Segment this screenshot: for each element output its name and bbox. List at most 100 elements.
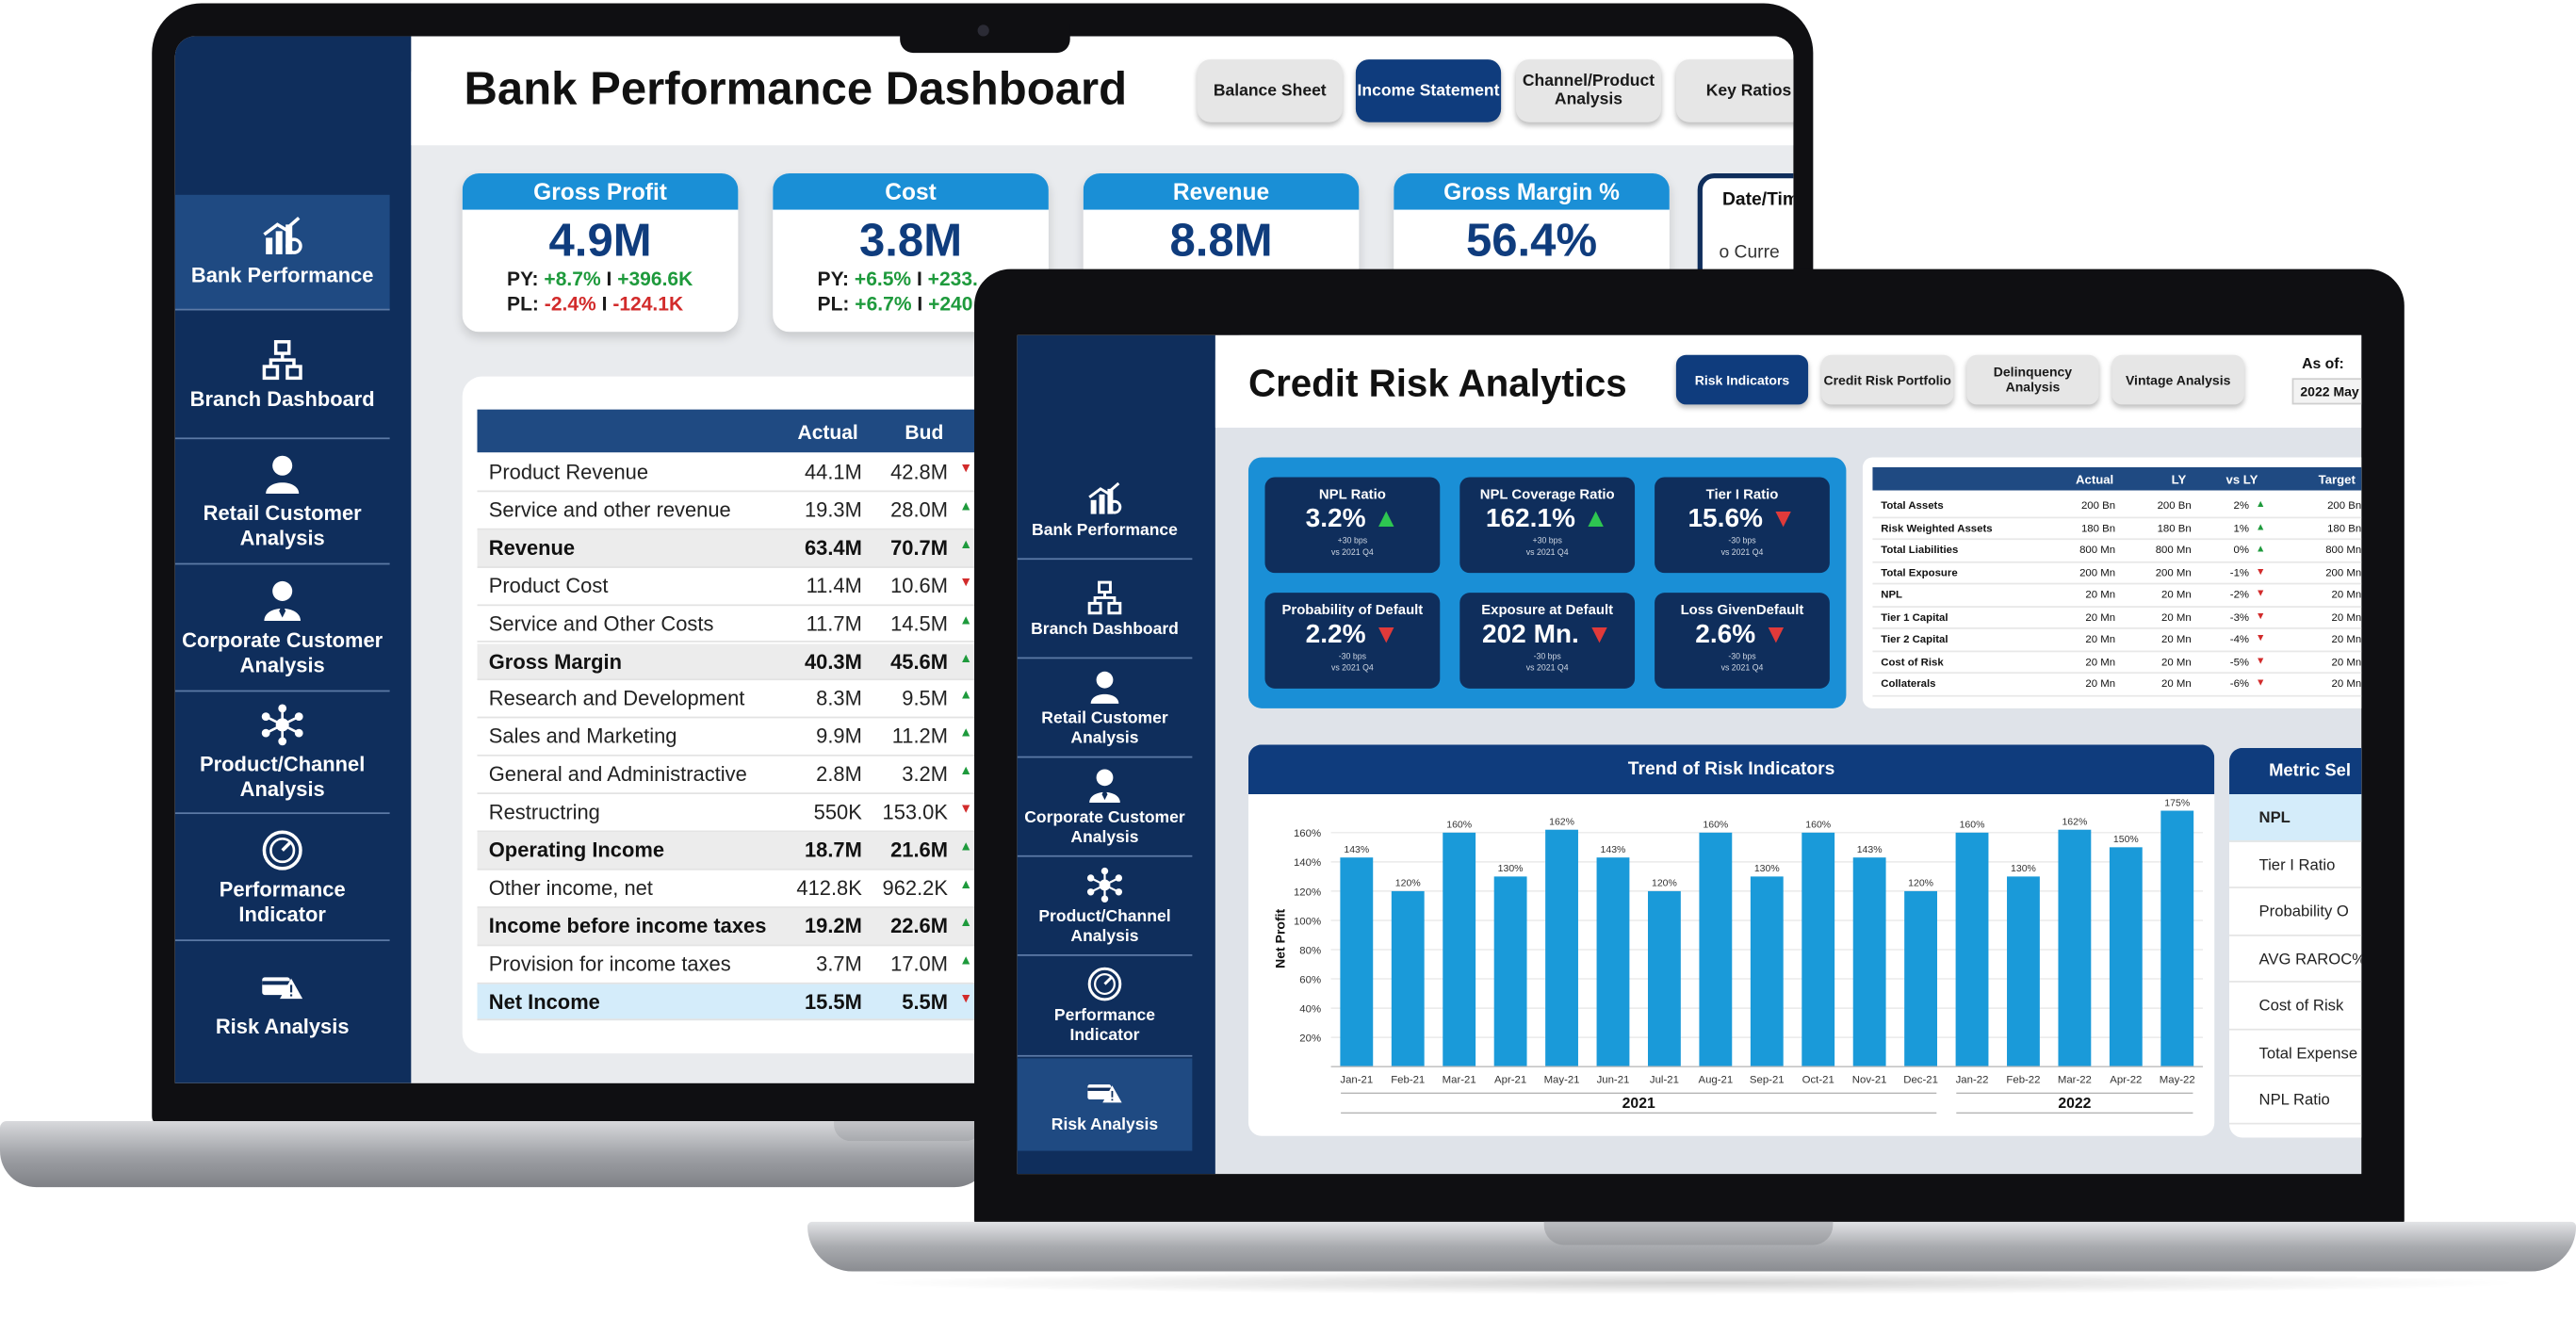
sidebar-item-product-channel[interactable]: Product/Channel Analysis [1017, 858, 1193, 956]
arrow-up-icon: ▲ [959, 536, 973, 552]
metric-option[interactable]: Tier I Ratio [2229, 841, 2362, 888]
retail-customer-icon [1090, 670, 1119, 704]
kpi-sub-1: -30 bps [1728, 536, 1756, 547]
data-label: 143% [1344, 844, 1369, 855]
as-of-label: As of: [2302, 354, 2344, 372]
row-budget: 14.5M [890, 611, 948, 636]
sidebar-item-branch-dashboard[interactable]: Branch Dashboard [174, 314, 390, 440]
sidebar-item-product-channel[interactable]: Product/Channel Analysis [174, 693, 390, 815]
row-actual: 3.7M [816, 952, 862, 976]
kpi-value: 15.6% ▼ [1687, 505, 1797, 534]
sidebar-item-risk-analysis[interactable]: Risk Analysis [1017, 1058, 1193, 1151]
metric-option[interactable]: Total Expense [2229, 1030, 2362, 1077]
tab-channel-product[interactable]: Channel/Product Analysis [1515, 59, 1662, 122]
bar [1647, 890, 1681, 1067]
bar [1852, 857, 1886, 1067]
row-actual: 40.3M [804, 649, 862, 674]
tab-key-ratios[interactable]: Key Ratios [1675, 59, 1794, 122]
kpi-value: 4.9M [548, 214, 652, 267]
arrow-up-icon: ▲ [959, 498, 973, 513]
row-label: Operating Income [488, 838, 665, 862]
kpi-value: 56.4% [1465, 214, 1598, 267]
metric-option[interactable]: Cost of Risk [2229, 983, 2362, 1030]
tab-credit-risk-portfolio[interactable]: Credit Risk Portfolio [1821, 354, 1954, 405]
sidebar-item-performance-indicator[interactable]: Performance Indicator [1017, 958, 1193, 1057]
risk-kpi-card: Tier I Ratio 15.6% ▼ -30 bps vs 2021 Q4 [1655, 477, 1830, 574]
data-label: 160% [1805, 820, 1831, 831]
sidebar-item-retail-customer[interactable]: Retail Customer Analysis [1017, 660, 1193, 758]
data-label: 162% [1549, 816, 1574, 827]
arrow-down-icon: ▼ [2256, 633, 2266, 644]
arrow-down-icon: ▼ [2256, 656, 2266, 667]
tab-delinquency-analysis[interactable]: Delinquency Analysis [1966, 354, 2099, 405]
y-tick-label: 80% [1299, 945, 1321, 956]
x-tick-label: May-22 [2160, 1075, 2195, 1086]
column-header-budget: Bud [905, 420, 944, 445]
risk-trend-chart-card: Trend of Risk Indicators 20% 40% 60% 80% 100… [1247, 744, 2215, 1136]
table-row: Research and Development 8.3M 9.5M ▲ [477, 681, 1634, 719]
row-actual: 9.9M [816, 724, 862, 749]
tab-risk-indicators[interactable]: Risk Indicators [1675, 354, 1809, 405]
metric-selector-list: NPL Tier I Ratio Probability O AVG RAROC% Co… [2229, 794, 2362, 1124]
row-actual: 180 Bn [2080, 522, 2116, 534]
row-label: Net Income [488, 989, 600, 1014]
kpi-sub-2: vs 2021 Q4 [1720, 547, 1764, 559]
column-header-actual: Actual [797, 420, 858, 445]
row-ly: 20 Mn [2161, 633, 2192, 646]
retail-customer-icon [266, 455, 300, 495]
row-label: Revenue [488, 536, 576, 560]
arrow-down-icon: ▼ [2256, 589, 2266, 600]
arrow-up-icon: ▲ [959, 838, 973, 854]
row-budget: 962.2K [882, 876, 948, 900]
row-label: Service and Other Costs [488, 611, 714, 636]
x-tick-label: Aug-21 [1699, 1075, 1734, 1086]
x-tick-label: Jul-21 [1650, 1075, 1679, 1086]
sidebar-item-corporate-customer[interactable]: Corporate Customer Analysis [1017, 759, 1193, 857]
table-row: Cost of Risk 20 Mn 20 Mn -5% ▼ 20 Mn [1872, 651, 2362, 675]
metric-option[interactable]: NPL Ratio [2229, 1077, 2362, 1124]
row-budget: 21.6M [890, 838, 948, 862]
triangle-down-icon: ▼ [1762, 505, 1797, 534]
kpi-value: 8.8M [1169, 214, 1273, 267]
tab-vintage-analysis[interactable]: Vintage Analysis [2111, 354, 2244, 405]
sidebar-item-risk-analysis[interactable]: Risk Analysis [175, 944, 390, 1060]
row-label: Income before income taxes [488, 914, 767, 938]
branch-icon [262, 340, 302, 381]
sidebar-item-corporate-customer[interactable]: Corporate Customer Analysis [174, 566, 390, 692]
row-ly: 20 Mn [2161, 589, 2192, 601]
sidebar-item-bank-performance[interactable]: Bank Performance [1017, 464, 1193, 561]
sidebar-item-bank-performance[interactable]: Bank Performance [174, 194, 390, 311]
row-label: Total Assets [1881, 500, 1944, 513]
sidebar-item-branch-dashboard[interactable]: Branch Dashboard [1017, 561, 1193, 659]
kpi-pl-line: PL: +6.7% I +240 [817, 292, 973, 316]
sidebar-label: Branch Dashboard [189, 387, 375, 412]
row-actual: 20 Mn [2085, 611, 2116, 624]
x-tick-label: Mar-21 [1443, 1075, 1476, 1086]
sidebar-item-performance-indicator[interactable]: Performance Indicator [174, 816, 390, 941]
y-tick-label: 60% [1299, 974, 1321, 985]
sidebar-label: Product/Channel Analysis [200, 753, 366, 802]
metric-option[interactable]: Probability O [2229, 888, 2362, 936]
sidebar-label: Corporate Customer Analysis [1024, 807, 1185, 847]
sidebar-item-retail-customer[interactable]: Retail Customer Analysis [174, 441, 390, 565]
data-label: 175% [2164, 797, 2190, 808]
kpi-card-cost: Cost 3.8M PY: +6.5% I +233. PL: +6.7% I … [773, 173, 1049, 333]
row-actual: 412.8K [796, 876, 862, 900]
arrow-up-icon: ▲ [959, 687, 973, 703]
kpi-label: Gross Margin % [1394, 173, 1670, 210]
row-label: Risk Weighted Assets [1881, 522, 1993, 534]
tab-income-statement[interactable]: Income Statement [1355, 59, 1502, 122]
as-of-date-select[interactable]: 2022 May [2291, 378, 2362, 405]
sidebar-label: Risk Analysis [1051, 1115, 1159, 1134]
header-front: Credit Risk Analytics Risk Indicators Cr… [1215, 334, 2362, 428]
tab-balance-sheet[interactable]: Balance Sheet [1197, 59, 1343, 122]
metric-option[interactable]: NPL [2229, 794, 2362, 841]
data-label: 120% [1908, 878, 1933, 889]
metric-option[interactable]: AVG RAROC% [2229, 936, 2362, 983]
row-label: Gross Margin [488, 649, 622, 674]
sidebar-front: Bank Performance Branch Dashboard Retail… [1017, 334, 1215, 1175]
row-ly: 20 Mn [2161, 611, 2192, 624]
date-time-option[interactable]: o Curre [1719, 242, 1780, 263]
bar [2160, 810, 2194, 1067]
page-title: Bank Performance Dashboard [464, 62, 1128, 114]
